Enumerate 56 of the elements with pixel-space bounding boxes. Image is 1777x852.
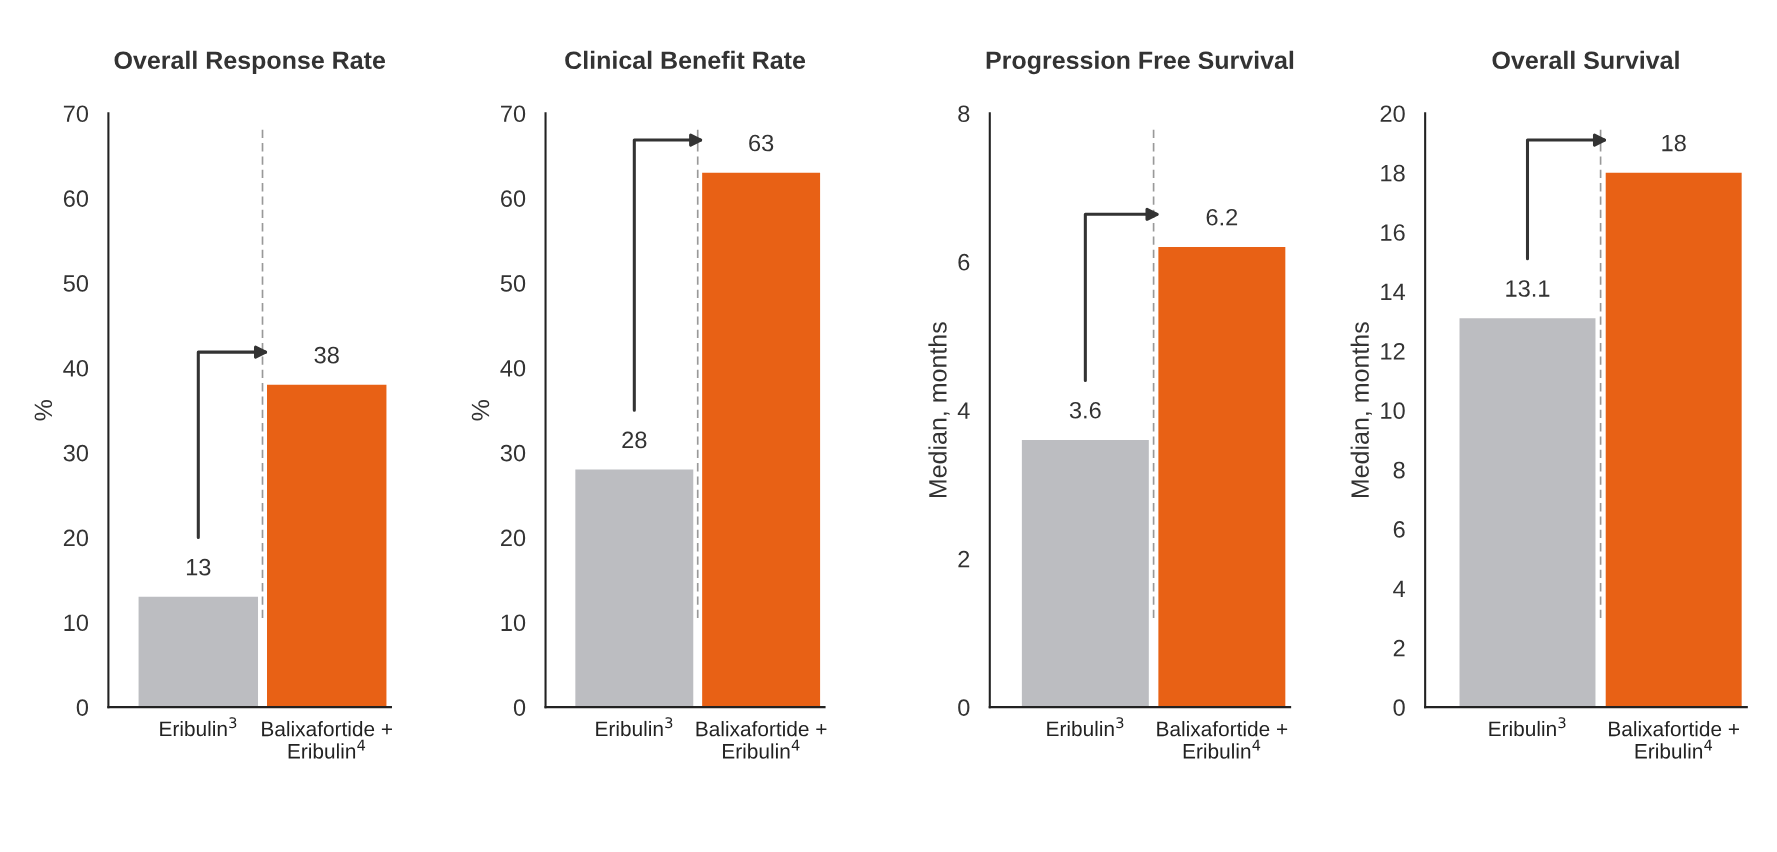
y-tick-label: 16 <box>1381 224 1405 241</box>
x-tick-label: Balixafortide + Eribulin$^{4}$ <box>262 721 392 759</box>
y-tick-label: 20 <box>501 529 526 547</box>
y-tick-label: 2 <box>1393 639 1405 657</box>
data-label: 38 <box>314 346 339 364</box>
y-tick-label: 20 <box>1380 105 1405 123</box>
y-tick-label: 60 <box>63 190 89 207</box>
y-tick-label: 10 <box>64 614 89 632</box>
y-axis-title: Median, months <box>928 322 950 498</box>
data-label: 13.1 <box>1506 280 1550 297</box>
y-tick-label: 20 <box>63 529 89 547</box>
x-tick-label: Balixafortide + Eribulin$^{4}$ <box>1157 721 1288 759</box>
y-tick-label: 50 <box>500 275 526 292</box>
y-axis-title: % <box>471 400 490 421</box>
x-tick-label: Eribulin$^{3}$ <box>1489 717 1566 737</box>
y-tick-label: 40 <box>500 359 526 377</box>
y-tick-label: 2 <box>958 550 970 568</box>
y-tick-label: 40 <box>63 359 89 377</box>
y-tick-label: 10 <box>501 614 526 632</box>
y-tick-label: 50 <box>63 275 89 292</box>
x-tick-label: Balixafortide + Eribulin$^{4}$ <box>696 721 827 759</box>
y-tick-label: 0 <box>76 699 89 716</box>
chart-title: Progression Free Survival <box>986 50 1294 75</box>
y-tick-label: 18 <box>1381 164 1405 182</box>
chart-title: Overall Response Rate <box>114 50 385 75</box>
y-tick-label: 10 <box>1381 402 1405 420</box>
y-tick-label: 60 <box>501 190 526 207</box>
chart-title: Clinical Benefit Rate <box>565 50 806 70</box>
y-tick-label: 14 <box>1381 283 1406 301</box>
y-tick-label: 0 <box>1393 699 1405 716</box>
data-label: 28 <box>622 431 647 449</box>
y-tick-label: 8 <box>1393 461 1405 479</box>
y-tick-label: 6 <box>958 253 970 271</box>
y-tick-label: 8 <box>958 105 970 123</box>
data-label: 13 <box>186 558 211 576</box>
y-tick-label: 30 <box>500 444 526 462</box>
x-tick-label: Eribulin$^{3}$ <box>1047 717 1124 737</box>
y-tick-label: 70 <box>63 105 89 123</box>
x-tick-label: Eribulin$^{3}$ <box>596 717 673 737</box>
y-axis-title: Median, months <box>1350 322 1372 498</box>
data-label: 63 <box>749 134 774 152</box>
y-tick-label: 0 <box>513 699 526 716</box>
y-tick-label: 70 <box>501 105 526 123</box>
data-label: 6.2 <box>1206 208 1238 226</box>
data-label: 3.6 <box>1069 401 1101 419</box>
y-tick-label: 4 <box>1393 580 1406 597</box>
y-tick-label: 0 <box>958 699 970 716</box>
y-tick-label: 6 <box>1393 521 1405 538</box>
x-tick-label: Balixafortide + Eribulin$^{4}$ <box>1609 721 1739 759</box>
data-label: 18 <box>1662 134 1686 152</box>
y-tick-label: 12 <box>1381 342 1405 360</box>
chart-title: Overall Survival <box>1492 50 1679 70</box>
y-tick-label: 30 <box>63 444 89 462</box>
y-axis-title: % <box>34 400 53 421</box>
y-tick-label: 4 <box>957 402 970 419</box>
x-tick-label: Eribulin$^{3}$ <box>160 717 237 737</box>
